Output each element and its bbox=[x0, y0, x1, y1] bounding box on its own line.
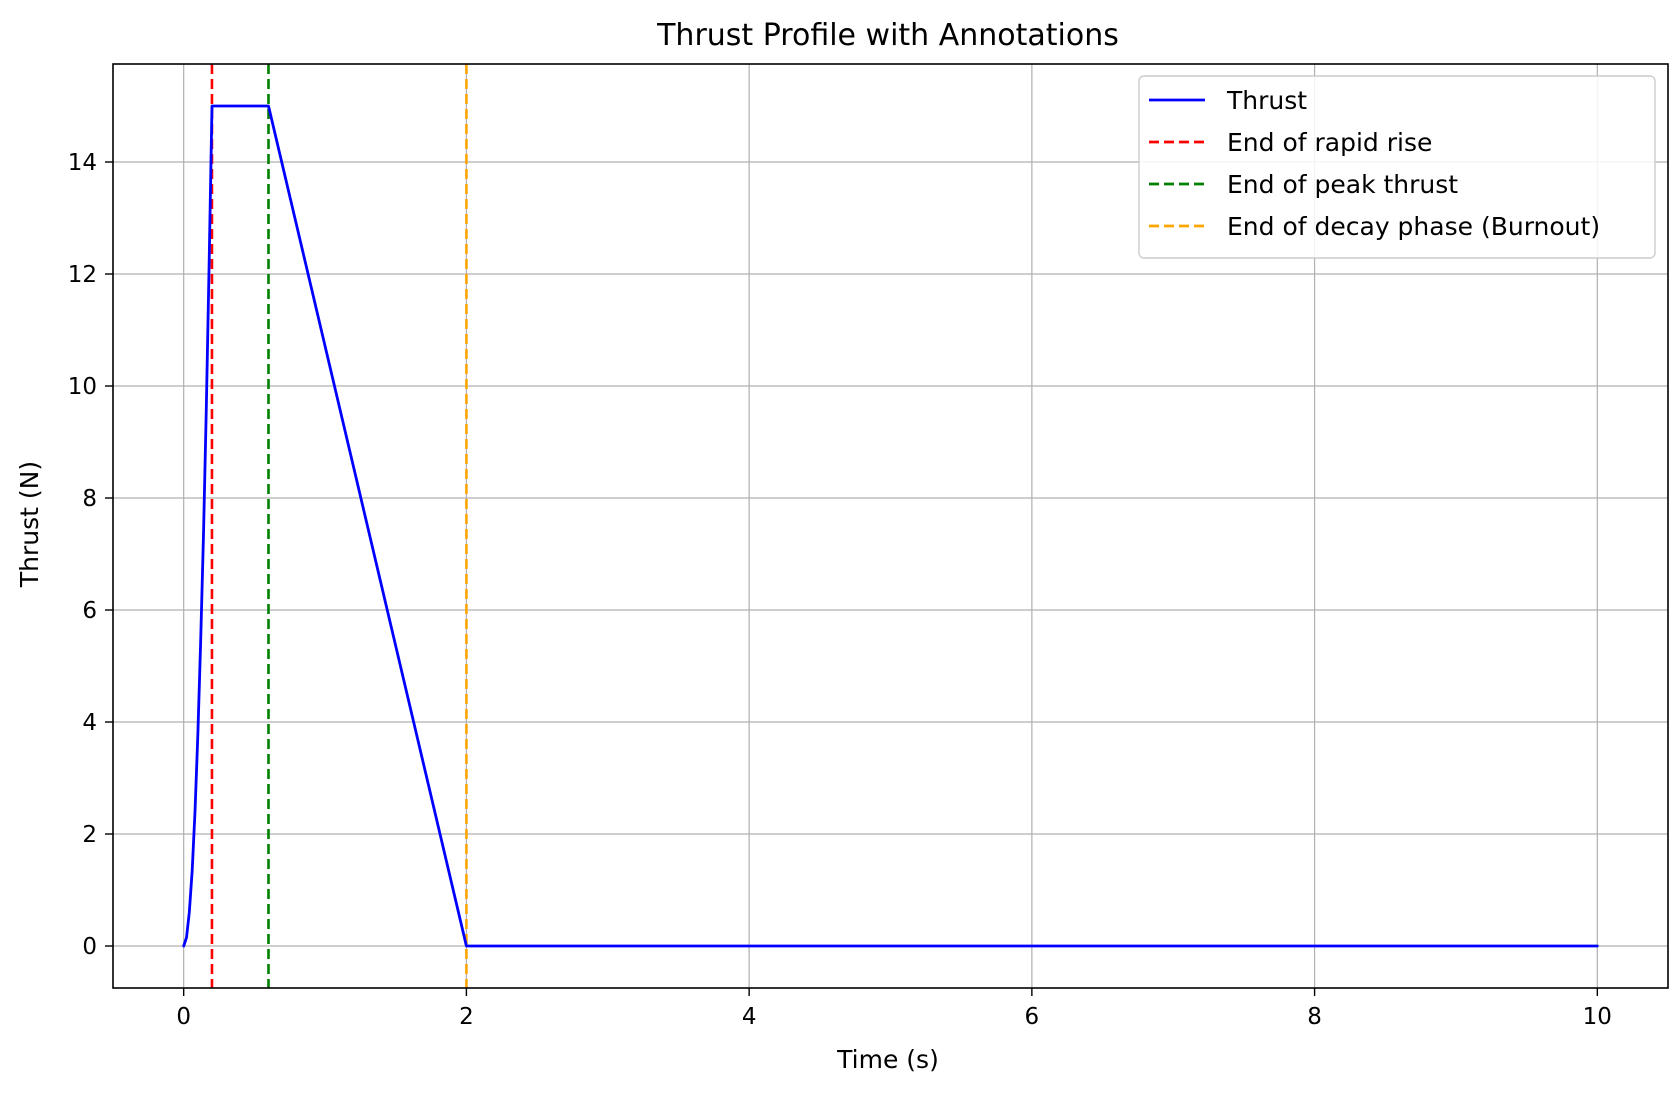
series-layer bbox=[182, 64, 1599, 988]
legend: Thrust End of rapid rise End of peak thrus… bbox=[1138, 75, 1656, 259]
y-tick-label: 6 bbox=[82, 598, 97, 624]
legend-label: Thrust bbox=[1226, 86, 1307, 115]
x-tick-label: 2 bbox=[459, 1004, 474, 1030]
y-tick-label: 4 bbox=[82, 710, 97, 736]
legend-box bbox=[1138, 75, 1656, 259]
x-axis-label: Time (s) bbox=[836, 1045, 939, 1074]
legend-label: End of peak thrust bbox=[1227, 170, 1458, 199]
x-tick-label: 0 bbox=[176, 1004, 191, 1030]
x-tick-label: 6 bbox=[1025, 1004, 1040, 1030]
y-tick-label: 10 bbox=[68, 374, 97, 400]
x-tick-label: 4 bbox=[742, 1004, 757, 1030]
y-tick-label: 2 bbox=[82, 822, 97, 848]
y-axis-label: Thrust (N) bbox=[15, 461, 44, 588]
axis-ticks: 0 2 4 6 8 10 0 2 4 6 8 10 12 14 bbox=[68, 150, 1612, 1030]
x-tick-label: 10 bbox=[1583, 1004, 1612, 1030]
grid-lines bbox=[113, 64, 1668, 988]
plot-frame bbox=[112, 63, 1669, 989]
y-tick-label: 0 bbox=[82, 934, 97, 960]
series-line-thrust bbox=[182, 104, 1599, 948]
y-tick-label: 12 bbox=[68, 262, 97, 288]
y-tick-label: 8 bbox=[82, 486, 97, 512]
chart-title: Thrust Profile with Annotations bbox=[656, 18, 1119, 53]
y-tick-label: 14 bbox=[68, 150, 97, 176]
legend-label: End of rapid rise bbox=[1227, 128, 1432, 157]
x-tick-label: 8 bbox=[1307, 1004, 1322, 1030]
legend-label: End of decay phase (Burnout) bbox=[1227, 212, 1600, 241]
